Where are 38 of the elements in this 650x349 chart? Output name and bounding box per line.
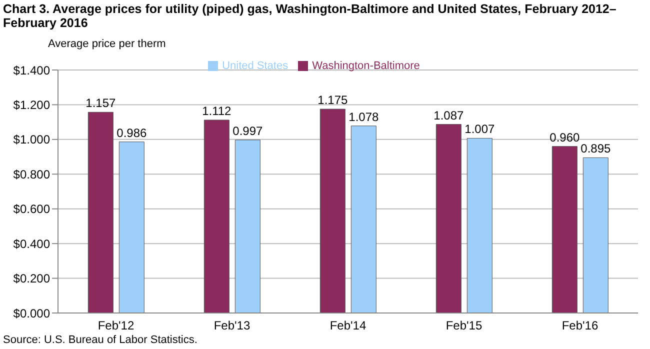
y-tick-label: $0.400 — [13, 236, 50, 251]
y-tick-label: $1.000 — [13, 132, 50, 147]
y-tick-label: $0.200 — [13, 272, 50, 286]
x-tick-label: Feb'12 — [98, 318, 134, 333]
data-label: 1.157 — [86, 96, 116, 110]
x-tick-label: Feb'14 — [330, 318, 366, 333]
bar — [320, 108, 346, 313]
bar — [204, 120, 230, 313]
data-label: 0.895 — [580, 142, 611, 156]
y-tick-label: $1.400 — [13, 63, 50, 78]
source-note: Source: U.S. Bureau of Labor Statistics. — [3, 334, 198, 346]
bar — [552, 146, 578, 313]
bar — [88, 112, 114, 313]
y-tick-label: $0.600 — [13, 202, 50, 216]
chart-title: Chart 3. Average prices for utility (piped) gas, Washington-Baltimore and United States, February 2012–February 2016 — [3, 2, 618, 30]
data-label: 0.986 — [116, 126, 147, 140]
y-axis-title: Average price per therm — [48, 38, 166, 50]
data-label: 0.960 — [550, 130, 580, 144]
legend-label: Washington-Baltimore — [312, 60, 420, 72]
bar — [436, 124, 462, 313]
y-tick-label: $0.000 — [13, 306, 50, 320]
bar — [118, 142, 144, 313]
bar — [582, 157, 608, 313]
data-label: 1.087 — [434, 108, 464, 122]
data-label: 1.175 — [318, 93, 348, 108]
data-label: 1.112 — [202, 104, 232, 118]
bar — [466, 138, 492, 313]
x-tick-label: Feb'13 — [214, 318, 250, 333]
legend-label: United States — [222, 60, 288, 72]
data-label: 0.997 — [232, 124, 263, 138]
x-tick-label: Feb'16 — [562, 318, 598, 333]
bar — [234, 140, 260, 313]
bar — [350, 126, 376, 313]
data-label: 1.007 — [464, 122, 495, 136]
x-tick-label: Feb'15 — [446, 318, 482, 333]
y-tick-label: $1.200 — [13, 98, 50, 112]
data-label: 1.078 — [348, 110, 379, 124]
y-tick-label: $0.800 — [13, 167, 50, 182]
